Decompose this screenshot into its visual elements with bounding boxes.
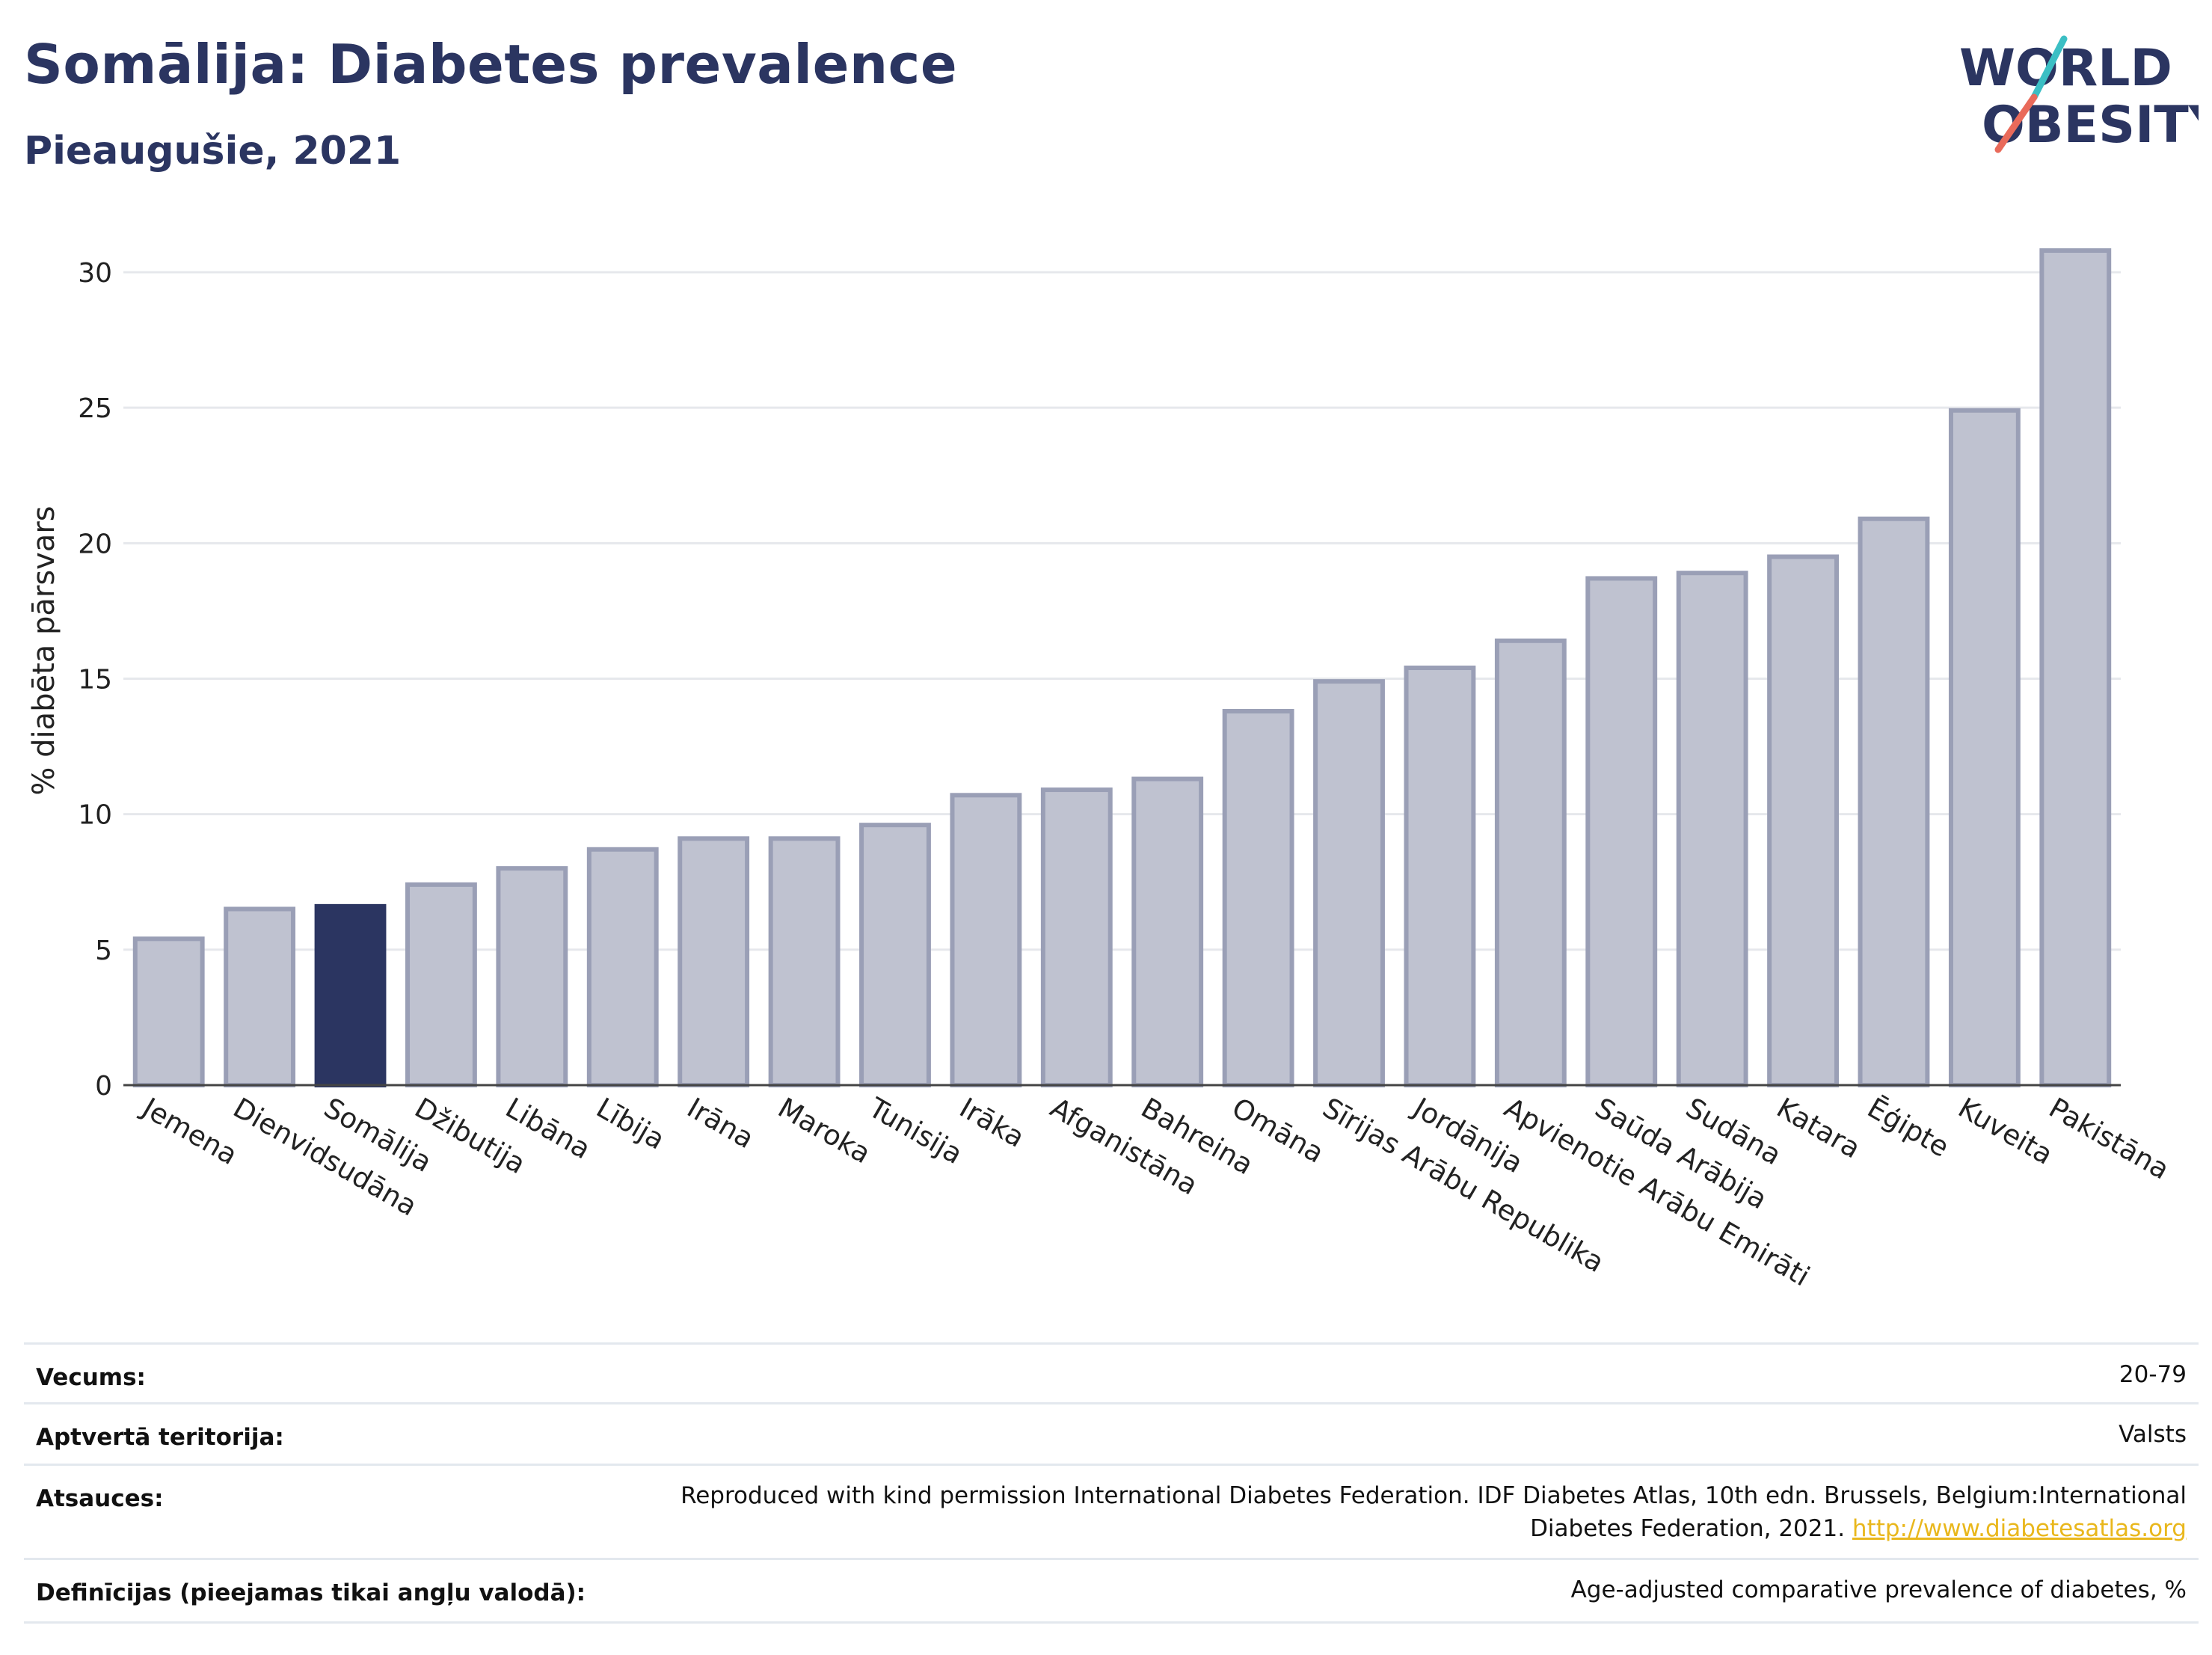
world-obesity-logo: WORLD OBESITY <box>1959 35 2199 155</box>
x-axis-labels: JemenaDienvidsudānaSomālijaDžibutijaLibā… <box>135 1091 2175 1293</box>
meta-value-age: 20-79 <box>2119 1361 2187 1388</box>
logo-text-line1: WORLD <box>1959 39 2172 98</box>
meta-row-territory: Aptvertā teritorija: Valsts <box>24 1402 2199 1466</box>
bar-Džibutija[interactable] <box>405 882 477 1087</box>
meta-value-references: Reproduced with kind permission Internat… <box>681 1479 2187 1545</box>
bar-Maroka[interactable] <box>768 836 841 1087</box>
bar-Katara[interactable] <box>1767 554 1839 1087</box>
x-tick-label: Ēģipte <box>1862 1092 1955 1164</box>
bar-Dienvidsudāna[interactable] <box>224 906 296 1087</box>
bar-Jordānija[interactable] <box>1404 666 1476 1087</box>
bar-Pakistāna[interactable] <box>2039 248 2112 1088</box>
meta-key-definitions: Definīcijas (pieejamas tikai angļu valod… <box>36 1579 586 1606</box>
meta-reference-line2-text: Diabetes Federation, 2021. <box>1530 1515 1846 1542</box>
bar-chart: 0 5 10 15 20 25 30 JemenaDienvidsudānaSomālija… <box>27 248 2175 1293</box>
bars <box>132 248 2112 1088</box>
x-tick-label: Pakistāna <box>2044 1092 2175 1186</box>
bar-Sīrijas Arābu Republika[interactable] <box>1313 679 1385 1087</box>
bar-Irāna[interactable] <box>678 836 750 1087</box>
meta-value-definitions: Age-adjusted comparative prevalence of d… <box>1570 1576 2187 1603</box>
y-tick-label: 20 <box>78 529 112 559</box>
y-axis-label: % diabēta pārsvars <box>27 506 61 795</box>
y-axis-ticks: 0 5 10 15 20 25 30 <box>78 258 112 1102</box>
y-tick-label: 30 <box>78 258 112 289</box>
y-tick-label: 10 <box>78 800 112 831</box>
bar-Afganistāna[interactable] <box>1040 787 1113 1087</box>
y-tick-label: 15 <box>78 665 112 696</box>
meta-row-age: Vecums: 20-79 <box>24 1342 2199 1404</box>
meta-key-territory: Aptvertā teritorija: <box>36 1424 284 1451</box>
x-tick-label: Katara <box>1772 1092 1867 1165</box>
bar-Ēģipte[interactable] <box>1858 516 1930 1087</box>
bar-Lībija[interactable] <box>586 847 659 1088</box>
x-tick-label: Irāna <box>682 1092 760 1155</box>
meta-reference-line1: Reproduced with kind permission Internat… <box>681 1482 2187 1509</box>
meta-key-age: Vecums: <box>36 1364 146 1391</box>
x-tick-label: Maroka <box>772 1092 876 1170</box>
y-tick-label: 0 <box>95 1071 112 1102</box>
bar-Irāka[interactable] <box>950 793 1022 1087</box>
bar-Bahreina[interactable] <box>1131 776 1204 1088</box>
meta-row-references: Atsauces: Reproduced with kind permissio… <box>24 1464 2199 1560</box>
meta-value-territory: Valsts <box>2119 1421 2187 1448</box>
bar-Kuveita[interactable] <box>1948 408 2021 1087</box>
x-tick-label: Jemena <box>135 1091 242 1172</box>
bar-Omāna[interactable] <box>1222 708 1294 1087</box>
x-tick-label: Kuveita <box>1953 1092 2058 1171</box>
bar-Sudāna[interactable] <box>1676 571 1748 1087</box>
y-tick-label: 5 <box>95 936 112 966</box>
bar-Jemena[interactable] <box>132 936 205 1087</box>
x-tick-label: Lībija <box>591 1092 670 1156</box>
meta-reference-line2: Diabetes Federation, 2021. http://www.di… <box>681 1512 2187 1545</box>
bar-Saūda Arābija[interactable] <box>1585 576 1658 1087</box>
bar-Somālija[interactable] <box>314 903 387 1087</box>
meta-row-definitions: Definīcijas (pieejamas tikai angļu valod… <box>24 1558 2199 1624</box>
chart-title: Somālija: Diabetes prevalence <box>24 33 958 96</box>
logo-accent-coral <box>1994 93 2038 153</box>
y-tick-label: 25 <box>78 393 112 424</box>
diabetes-atlas-link[interactable]: http://www.diabetesatlas.org <box>1852 1515 2187 1542</box>
bar-Apvienotie Arābu Emirāti[interactable] <box>1494 638 1567 1087</box>
bar-Libāna[interactable] <box>496 866 568 1087</box>
meta-key-references: Atsauces: <box>36 1485 164 1512</box>
chart-subtitle: Pieaugušie, 2021 <box>24 129 402 174</box>
bar-Tunisija[interactable] <box>859 823 931 1088</box>
x-tick-label: Tunisija <box>863 1091 968 1170</box>
logo-accent-teal <box>2030 35 2068 101</box>
